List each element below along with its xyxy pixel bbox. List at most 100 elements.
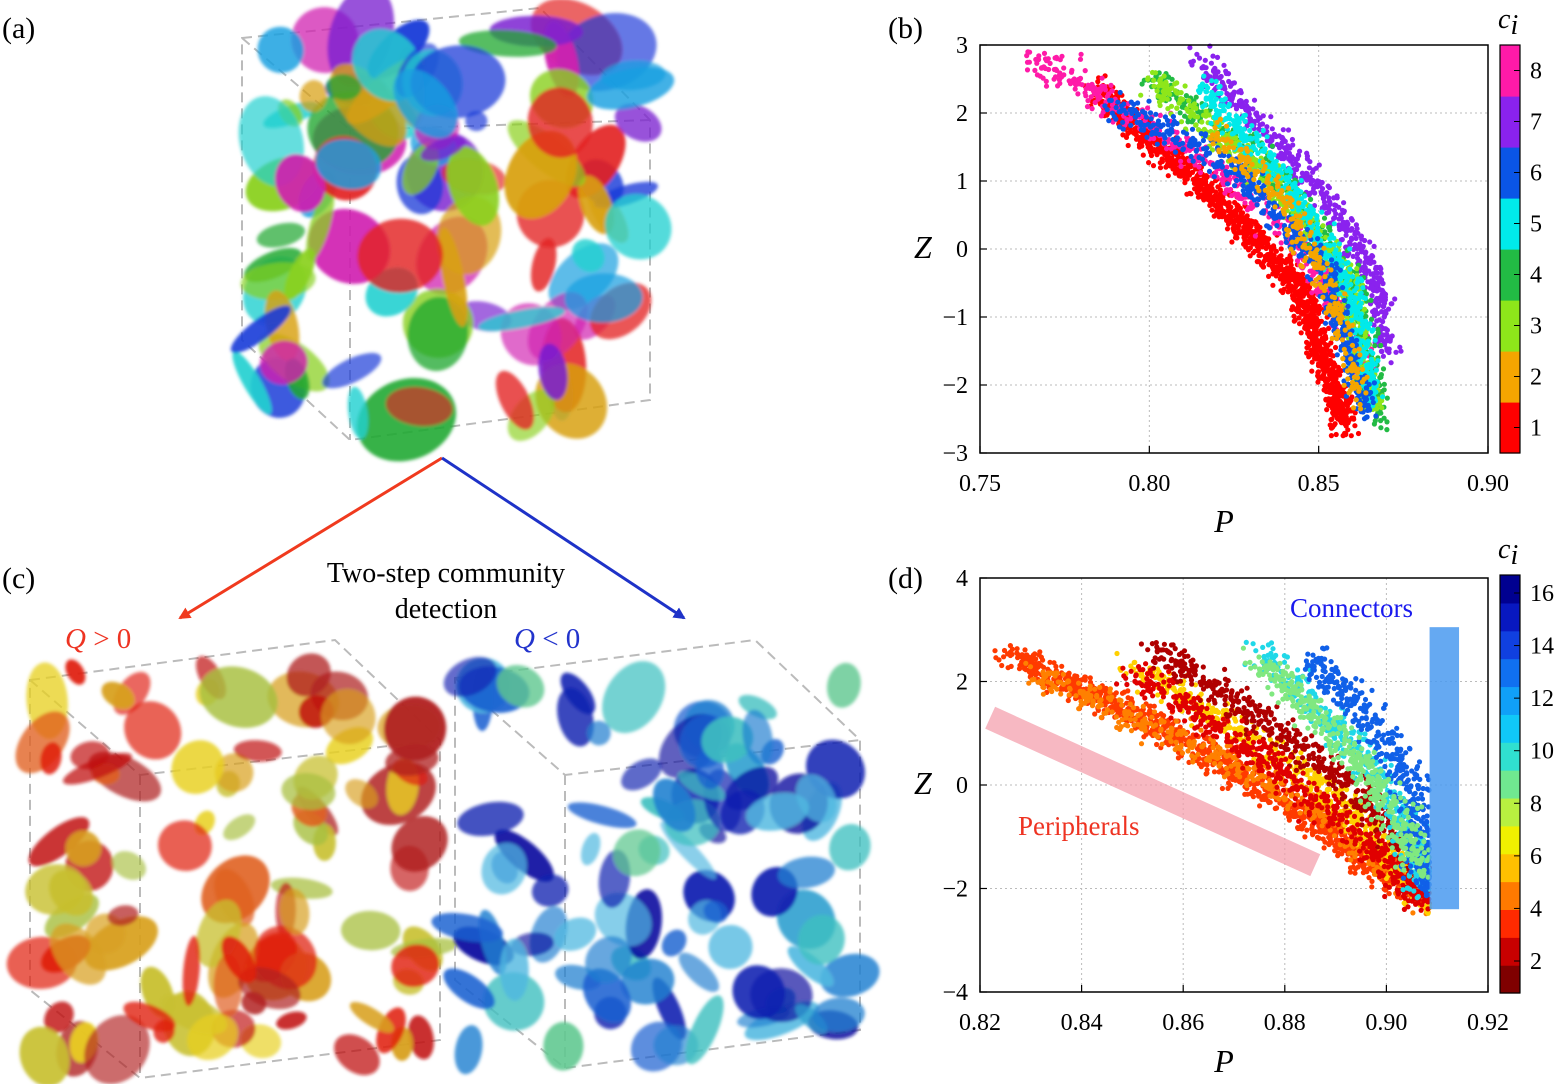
vortex-blob <box>44 1001 74 1034</box>
chartB-point <box>1372 337 1378 343</box>
chartB-point <box>1113 116 1119 122</box>
chartB-point <box>1226 112 1232 118</box>
chartB-point <box>1071 76 1077 82</box>
vortex-blob <box>652 778 696 832</box>
chartB-point <box>1157 165 1164 171</box>
chartB-point <box>1200 137 1206 144</box>
vortex-blob <box>187 1013 238 1060</box>
chartB-point <box>1196 154 1202 161</box>
chartB-point <box>1349 236 1355 242</box>
vortex-blob <box>40 742 62 775</box>
chartB-point <box>1302 258 1308 264</box>
chartB-point <box>1333 271 1339 277</box>
chartB-point <box>1321 245 1327 251</box>
chartB-point <box>1215 160 1221 166</box>
chartB-point <box>1108 82 1114 88</box>
chartB-point <box>1349 415 1355 421</box>
chartB-point <box>1089 83 1095 89</box>
chartB-point <box>1254 259 1260 265</box>
chartB-point <box>1370 253 1376 259</box>
chartB-point <box>1296 200 1302 206</box>
chartB-point <box>1315 363 1322 369</box>
chartB-point <box>1167 131 1173 137</box>
chartB-point <box>1298 330 1304 336</box>
chartB-point <box>1316 310 1322 316</box>
vortex-blob <box>349 1001 394 1033</box>
chartB-point <box>1365 342 1371 348</box>
vortex-blob <box>65 830 101 866</box>
chartB-point <box>1219 164 1225 170</box>
chartB-point <box>1188 59 1194 65</box>
chartB-point <box>1209 207 1215 213</box>
chartB-point <box>1148 116 1154 122</box>
chartB-point <box>1290 304 1296 310</box>
chartB-point <box>1335 364 1341 370</box>
chartB-point <box>1340 272 1346 279</box>
negative-q-vortex-blobs <box>431 656 880 1075</box>
chartB-point <box>1322 229 1328 235</box>
vortex-blob <box>621 758 662 791</box>
chartB-point <box>1259 210 1265 216</box>
chartB-point <box>1296 315 1302 321</box>
chartB-point <box>1266 173 1272 179</box>
chartB-point <box>1270 243 1277 249</box>
chartB-point <box>1322 320 1329 326</box>
chart-b-points <box>1024 43 1404 439</box>
vortex-blob <box>829 824 871 871</box>
chartB-point <box>1378 342 1384 349</box>
chartB-point <box>1174 137 1180 143</box>
chartB-point <box>1295 207 1301 213</box>
chartB-point <box>1331 221 1337 227</box>
chartB-point <box>1255 247 1261 253</box>
chartB-point <box>1341 362 1347 369</box>
chartB-point <box>1314 221 1320 227</box>
chartB-point <box>1354 251 1361 257</box>
chartB-point <box>1307 159 1313 165</box>
chartB-point <box>1157 112 1163 118</box>
vortex-blob <box>495 370 535 430</box>
chartB-point <box>1373 413 1379 419</box>
chartB-point <box>1249 161 1255 167</box>
chartB-point <box>1340 433 1346 439</box>
chartB-point <box>1032 67 1038 73</box>
vortex-blob <box>543 1021 584 1071</box>
chartB-point <box>1358 290 1364 296</box>
chartB-point <box>1078 51 1084 57</box>
vortex-blob <box>334 1034 380 1076</box>
chartB-point <box>1072 86 1078 92</box>
chartB-point <box>1334 352 1340 358</box>
chartB-point <box>1369 395 1375 401</box>
chartB-point <box>1375 330 1381 336</box>
chartB-point <box>1337 417 1343 423</box>
chartB-point <box>1378 418 1384 424</box>
chartB-point <box>1258 243 1264 249</box>
chartB-point <box>1154 88 1160 94</box>
chartB-point <box>1043 83 1050 89</box>
chartB-point <box>1234 202 1240 208</box>
chartB-point <box>1292 293 1298 299</box>
chartB-point <box>1277 167 1283 173</box>
chartB-point <box>1177 97 1183 103</box>
chartB-point <box>1186 142 1192 149</box>
chartB-point <box>1208 120 1214 126</box>
vortex-blob <box>171 740 224 794</box>
chartB-point <box>1083 93 1089 99</box>
chartB-point <box>1347 266 1353 272</box>
chartB-point <box>1321 194 1327 200</box>
chartB-point <box>1099 75 1105 81</box>
chartB-point <box>1182 113 1188 119</box>
chartB-point <box>1155 93 1161 99</box>
chartB-point <box>1354 327 1360 333</box>
chartB-point <box>1151 83 1157 89</box>
chartB-point <box>1249 136 1255 142</box>
chartB-point <box>1359 322 1365 328</box>
chartB-point <box>1061 65 1067 71</box>
chartB-point <box>1388 301 1394 307</box>
chartB-point <box>1267 150 1273 156</box>
chartB-point <box>1314 216 1320 222</box>
vortex-blob <box>50 923 107 985</box>
chartB-point <box>1177 110 1183 116</box>
chartB-point <box>1211 67 1217 73</box>
chartB-point <box>1333 380 1339 386</box>
chartB-point <box>1308 311 1314 317</box>
